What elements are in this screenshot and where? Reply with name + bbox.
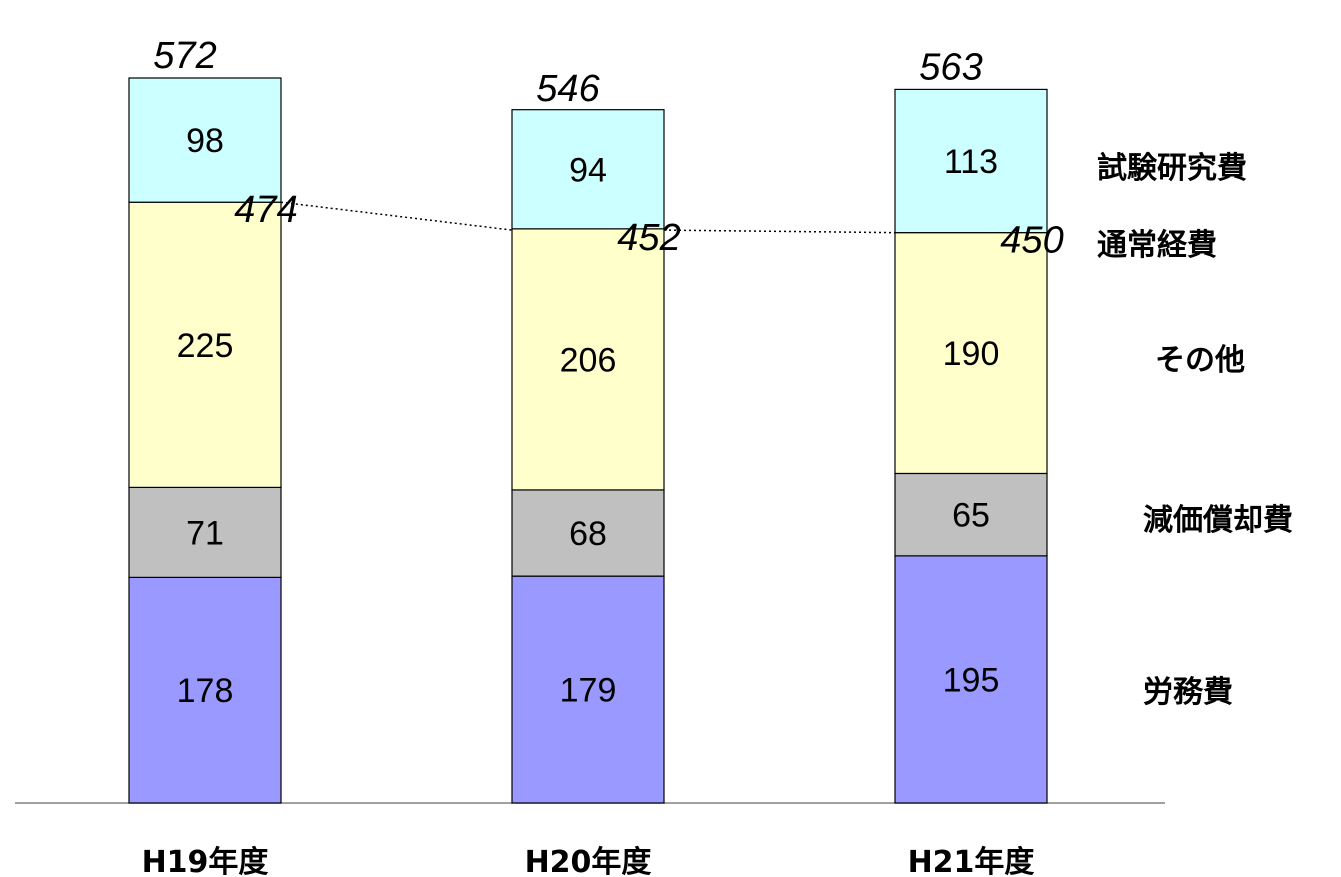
bar-research-1 [128,77,282,203]
legend-depreciation: 減価償却費 [1143,503,1293,538]
bar-depreciation-1 [128,486,282,578]
data-label-depreciation-1: 71 [186,514,224,552]
legend-labor-cost: 労務費 [1143,675,1233,710]
bars-group [128,77,1048,804]
data-label-depreciation-3: 65 [952,497,990,535]
bar-research-3 [894,88,1048,234]
subtotal-line-group [280,201,896,234]
data-label-labor-cost-1: 178 [177,672,234,710]
data-label-research-2: 94 [569,151,607,189]
data-label-labor-cost-2: 179 [560,672,617,710]
total-label-3: 563 [919,46,982,88]
data-label-research-3: 113 [944,143,998,181]
category-label-3: H21年度 [908,845,1035,877]
data-label-research-1: 98 [186,122,224,160]
subtotal-connector-2 [663,229,896,234]
bar-depreciation-3 [894,472,1048,557]
data-label-other-2: 206 [560,341,617,379]
subtotal-label-1: 474 [234,189,297,231]
data-label-other-1: 225 [177,327,234,365]
bar-labor-cost-3 [894,555,1048,804]
bar-other-1 [128,201,282,488]
data-label-labor-cost-3: 195 [943,661,1000,699]
subtotal-label-2: 452 [617,217,680,259]
bar-other-3 [894,232,1048,475]
bar-depreciation-2 [511,489,665,577]
total-label-2: 546 [536,68,600,110]
total-label-1: 572 [153,35,216,77]
data-label-other-3: 190 [943,335,1000,373]
bar-research-2 [511,109,665,230]
data-label-depreciation-2: 68 [569,515,607,553]
subtotal-connector-1 [280,201,513,231]
category-label-2: H20年度 [525,845,652,877]
legend-research: 試験研究費 [1097,151,1247,186]
bar-other-2 [511,228,665,491]
bar-labor-cost-2 [511,575,665,804]
labels-group: 178 71 225 98 572 474 H19年度 179 68 206 94 546 452 H20… [142,35,1064,877]
category-label-1: H19年度 [142,845,269,877]
legend-subtotal: 通常経費 [1097,228,1217,263]
bar-labor-cost-1 [128,576,282,804]
subtotal-label-3: 450 [1000,220,1063,262]
legend-other: その他 [1155,343,1245,378]
